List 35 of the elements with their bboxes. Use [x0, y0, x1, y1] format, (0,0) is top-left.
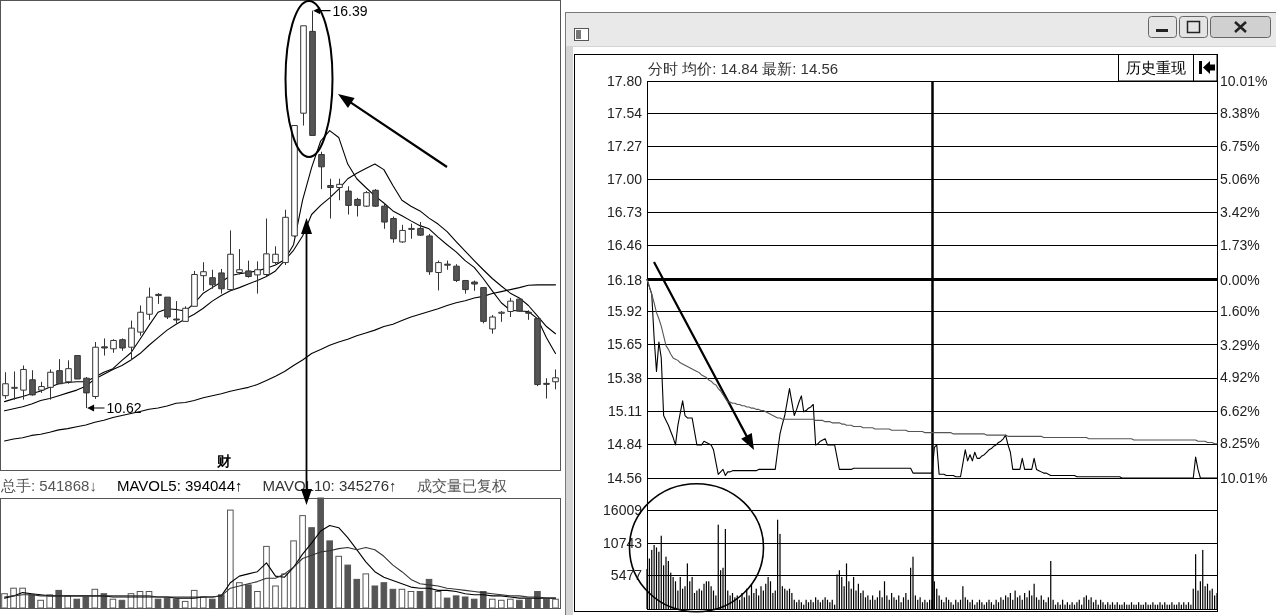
y-tick-label: 16.46	[606, 237, 643, 254]
y2-tick-label: 8.25%	[1220, 435, 1260, 452]
y-tick-label: 15.65	[606, 336, 643, 353]
control-button: 历史重现	[1118, 54, 1194, 82]
y-tick-label: 14.56	[606, 470, 643, 486]
text: 财	[216, 453, 231, 469]
y2-tick-label: 5.06%	[1220, 171, 1260, 188]
y-tick-label: 15.92	[606, 303, 643, 320]
y2-tick-label: 3.29%	[1220, 336, 1260, 353]
y2-tick-label: 8.38%	[1220, 105, 1260, 122]
y2-tick-label: 3.42%	[1220, 203, 1260, 220]
y2-tick-label: 0.00%	[1220, 271, 1260, 288]
y-tick-label: 16.18	[606, 271, 643, 288]
annotation: 16.39	[332, 2, 368, 19]
y2-tick-label: 10.01%	[1220, 470, 1268, 486]
y2-tick-label: 4.92%	[1220, 369, 1260, 386]
y-tick-label: 17.80	[606, 73, 643, 89]
y2-tick-label: 6.75%	[1220, 137, 1260, 154]
y-tick-label: 16009	[603, 502, 643, 519]
y2-tick-label: 6.62%	[1220, 402, 1260, 419]
annotation: 10.62	[106, 400, 142, 416]
y-tick-label: 17.00	[606, 171, 643, 188]
y-tick-label: 15.38	[606, 369, 643, 386]
y-tick-label: 17.54	[606, 104, 643, 121]
chart-title: 分时 均价: 14.84 最新: 14.56	[648, 60, 839, 77]
text: 总手: 541868↓	[0, 477, 97, 494]
y2-tick-label: 1.60%	[1220, 303, 1260, 320]
y2-tick-label: 10.01%	[1220, 73, 1268, 89]
y-tick-label: 17.27	[606, 137, 643, 154]
y-tick-label: 16.73	[606, 204, 643, 221]
text: MAVOL5: 394044↑	[116, 477, 243, 494]
y-tick-label: 15.11	[608, 402, 643, 419]
y2-tick-label: 1.73%	[1220, 237, 1260, 254]
chart-subtitle: 成交量已复权	[416, 477, 507, 494]
y-tick-label: 14.84	[606, 435, 643, 452]
